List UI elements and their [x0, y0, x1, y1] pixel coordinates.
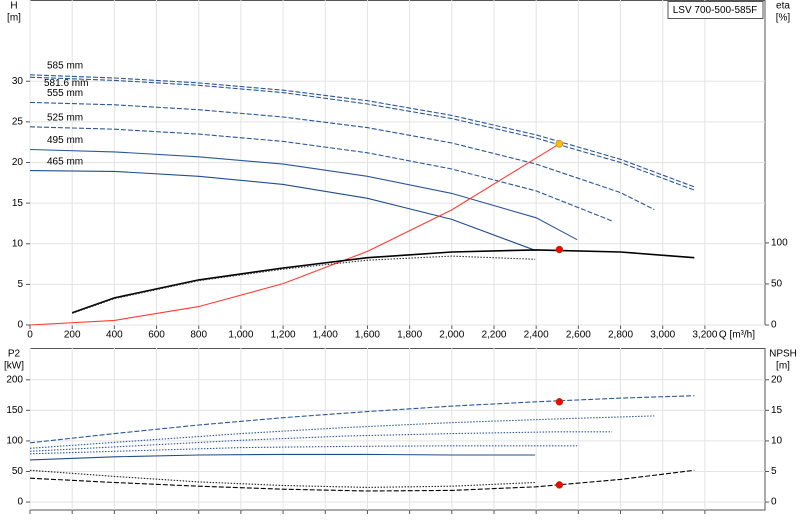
- curve-label: 581.6 mm: [44, 78, 88, 89]
- y-tick-label: 10: [12, 238, 24, 249]
- curve-label: 525 mm: [47, 112, 83, 123]
- duty-point: [555, 140, 564, 148]
- curve-label: 465 mm: [47, 156, 83, 167]
- duty-point: [555, 481, 564, 489]
- curve: [29, 469, 695, 492]
- x-tick-label: 3,000: [650, 330, 675, 341]
- y-axis-label: H: [10, 1, 17, 12]
- y2-tick-label: 0: [771, 320, 777, 331]
- y-tick-label: 0: [17, 320, 23, 331]
- x-tick-label: 1,000: [228, 330, 253, 341]
- y-tick-label: 100: [6, 436, 23, 447]
- curve: [71, 249, 695, 314]
- x-tick-label: 1,400: [313, 330, 338, 341]
- y-axis-label: [kW]: [4, 361, 24, 372]
- x-tick-label: 1,800: [397, 330, 422, 341]
- curve-label: 495 mm: [47, 135, 83, 146]
- y-axis-label: P2: [8, 349, 21, 360]
- curve: [29, 101, 655, 211]
- curve: [72, 255, 536, 315]
- curve: [29, 415, 655, 449]
- curve: [29, 148, 578, 241]
- y-tick-label: 5: [17, 279, 23, 290]
- x-tick-label: 3,200: [692, 330, 717, 341]
- x-tick-label: 600: [148, 330, 165, 341]
- duty-point: [555, 245, 564, 254]
- y2-axis-label: eta: [776, 1, 790, 12]
- plot-frame: [29, 348, 766, 511]
- curve: [29, 170, 536, 251]
- y-tick-label: 0: [17, 497, 23, 508]
- y-tick-label: 15: [12, 198, 24, 209]
- x-tick-label: 200: [64, 330, 81, 341]
- y-tick-label: 150: [6, 405, 23, 416]
- chart-title: LSV 700-500-585F: [673, 5, 758, 16]
- x-tick-label: 2,400: [524, 330, 549, 341]
- curve: [29, 445, 578, 455]
- x-tick-label: 0: [27, 330, 33, 341]
- y2-tick-label: 50: [771, 279, 783, 290]
- x-axis-label: Q [m³/h]: [719, 330, 755, 341]
- x-tick-label: 800: [190, 330, 207, 341]
- x-tick-label: 2,800: [608, 330, 633, 341]
- x-tick-label: 2,200: [481, 330, 506, 341]
- y-tick-label: 200: [6, 374, 23, 385]
- y-tick-label: 30: [12, 76, 24, 87]
- duty-point: [555, 398, 564, 406]
- curve: [29, 76, 695, 191]
- curve: [29, 453, 536, 461]
- x-tick-label: 2,600: [566, 330, 591, 341]
- y2-axis-label: NPSH: [769, 349, 797, 360]
- y-tick-label: 20: [12, 157, 24, 168]
- curve: [29, 469, 536, 488]
- x-tick-label: 1,600: [355, 330, 380, 341]
- y2-tick-label: 20: [771, 374, 783, 385]
- y2-tick-label: 0: [771, 497, 777, 508]
- x-tick-label: 400: [106, 330, 123, 341]
- y2-tick-label: 100: [771, 238, 788, 249]
- y-axis-label: [m]: [7, 13, 21, 24]
- x-tick-label: 2,000: [439, 330, 464, 341]
- y2-tick-label: 15: [771, 405, 783, 416]
- y2-axis-label: [m]: [776, 361, 790, 372]
- y2-axis-label: [%]: [776, 13, 791, 24]
- curve: [29, 74, 695, 188]
- curve: [29, 395, 695, 444]
- curve: [29, 431, 613, 452]
- y-tick-label: 50: [12, 466, 24, 477]
- y2-tick-label: 5: [771, 466, 777, 477]
- curve-label: 585 mm: [47, 60, 83, 71]
- curve: [29, 126, 613, 222]
- title-box: [667, 1, 764, 19]
- curve: [29, 143, 560, 326]
- curve-label: 555 mm: [47, 88, 83, 99]
- y-tick-label: 25: [12, 117, 24, 128]
- y2-tick-label: 10: [771, 436, 783, 447]
- x-tick-label: 1,200: [271, 330, 296, 341]
